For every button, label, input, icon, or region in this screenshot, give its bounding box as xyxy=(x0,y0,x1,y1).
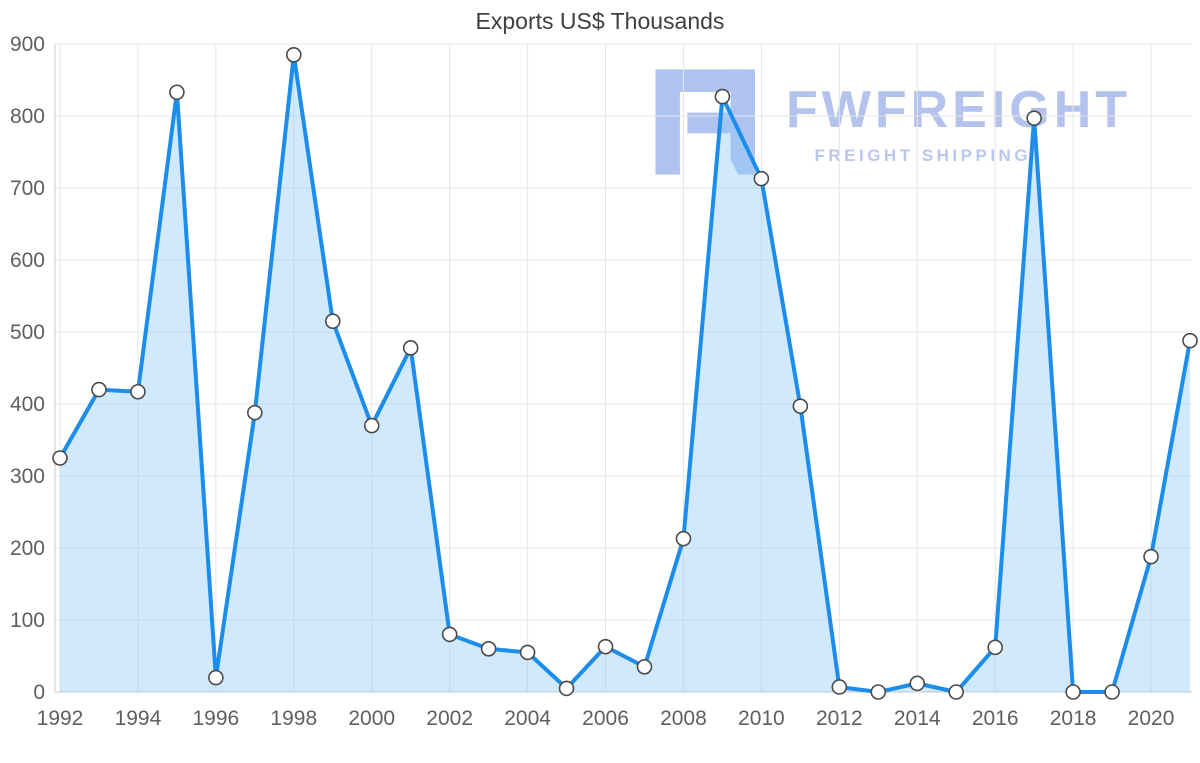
data-point-marker xyxy=(247,404,263,421)
data-point-marker xyxy=(597,638,614,655)
chart-title: Exports US$ Thousands xyxy=(475,8,725,34)
data-point-marker xyxy=(519,644,536,661)
watermark-brand: FWFREIGHT xyxy=(786,81,1132,139)
data-point-marker xyxy=(130,383,146,400)
y-tick-label: 100 xyxy=(10,609,45,632)
data-point-marker xyxy=(675,530,692,547)
y-tick-label: 800 xyxy=(10,105,45,128)
watermark: FWFREIGHT FREIGHT SHIPPING xyxy=(648,62,1131,182)
x-tick-label: 2006 xyxy=(582,707,629,730)
x-tick-label: 2010 xyxy=(738,707,785,730)
data-point-marker xyxy=(792,398,809,414)
y-tick-label: 900 xyxy=(10,33,45,56)
data-point-marker xyxy=(208,669,224,686)
series-line xyxy=(58,52,1192,694)
data-point-marker xyxy=(91,381,107,398)
x-tick-label: 2000 xyxy=(348,707,395,730)
x-tick-label: 2016 xyxy=(972,707,1019,730)
data-point-marker xyxy=(169,84,185,101)
data-point-marker xyxy=(753,170,770,187)
x-tick-label: 2004 xyxy=(504,707,551,730)
data-point-marker xyxy=(363,417,380,434)
watermark-tagline: FREIGHT SHIPPING xyxy=(814,146,1032,165)
data-point-marker xyxy=(714,88,731,105)
y-tick-label: 200 xyxy=(10,537,45,560)
data-point-marker xyxy=(52,450,68,466)
data-point-marker xyxy=(1026,110,1042,126)
y-tick-label: 0 xyxy=(33,681,45,704)
y-tick-label: 600 xyxy=(10,249,45,272)
data-point-marker xyxy=(831,679,848,695)
data-point-marker xyxy=(636,658,653,675)
data-point-marker xyxy=(1182,332,1198,349)
y-tick-label: 700 xyxy=(10,177,45,200)
data-point-marker xyxy=(324,313,341,330)
y-tick-label: 500 xyxy=(10,321,45,344)
data-point-marker xyxy=(480,640,497,657)
data-point-marker xyxy=(402,340,419,356)
data-point-marker xyxy=(441,626,458,643)
data-point-marker xyxy=(1104,684,1120,700)
watermark-text: FWFREIGHT FREIGHT SHIPPING xyxy=(786,62,1131,166)
x-tick-label: 2020 xyxy=(1128,707,1175,730)
x-tick-label: 2008 xyxy=(660,707,707,730)
y-tick-label: 300 xyxy=(10,465,45,488)
data-point-marker xyxy=(1143,548,1159,565)
y-tick-label: 400 xyxy=(10,393,45,416)
x-tick-label: 1992 xyxy=(37,707,84,730)
data-point-marker xyxy=(987,639,1003,656)
series-area-fill xyxy=(60,54,1190,693)
x-tick-label: 2014 xyxy=(894,707,941,730)
x-tick-label: 2002 xyxy=(426,707,473,730)
x-tick-label: 1994 xyxy=(115,707,162,730)
x-tick-label: 1996 xyxy=(193,707,240,730)
data-point-marker xyxy=(948,684,965,700)
data-point-marker xyxy=(285,46,302,63)
data-point-marker xyxy=(870,684,887,700)
data-point-marker xyxy=(909,675,926,692)
x-tick-label: 2018 xyxy=(1050,707,1097,730)
data-point-marker xyxy=(1065,684,1081,700)
data-point-marker xyxy=(558,680,575,697)
x-tick-label: 2012 xyxy=(816,707,863,730)
x-tick-label: 1998 xyxy=(270,707,317,730)
